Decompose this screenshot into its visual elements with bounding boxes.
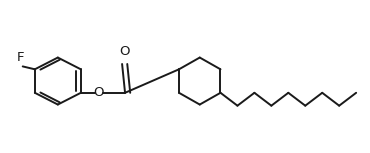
- Text: O: O: [93, 86, 104, 99]
- Text: O: O: [120, 45, 130, 58]
- Text: F: F: [17, 51, 25, 64]
